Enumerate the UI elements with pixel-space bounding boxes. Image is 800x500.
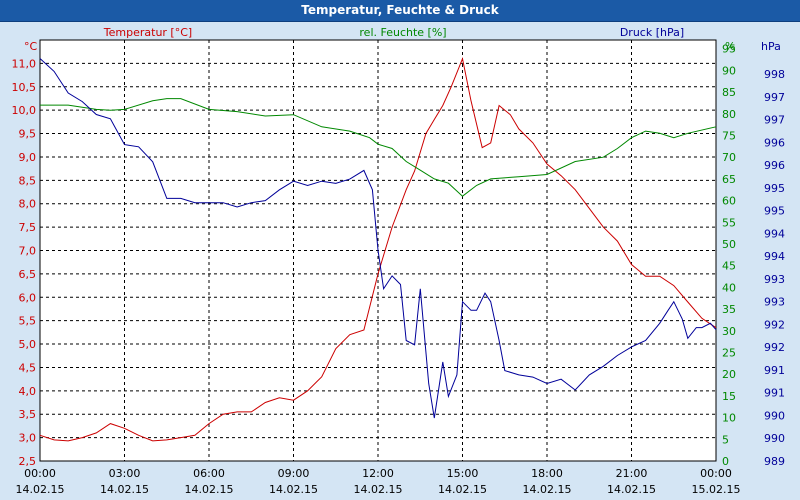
pressure-tick-label: 996 xyxy=(764,136,785,149)
pressure-tick-label: 995 xyxy=(764,182,785,195)
time-tick-label: 06:00 xyxy=(193,467,225,480)
humidity-tick-label: 25 xyxy=(722,346,736,359)
date-tick-label: 14.02.15 xyxy=(185,483,234,496)
date-tick-label: 15.02.15 xyxy=(692,483,741,496)
time-tick-label: 00:00 xyxy=(700,467,732,480)
time-tick-label: 09:00 xyxy=(278,467,310,480)
time-tick-label: 15:00 xyxy=(447,467,479,480)
time-tick-label: 03:00 xyxy=(109,467,141,480)
humidity-tick-label: 50 xyxy=(722,238,736,251)
pressure-series-label: Druck [hPa] xyxy=(620,26,684,39)
pressure-tick-label: 997 xyxy=(764,91,785,104)
temperature-tick-label: 5,5 xyxy=(19,315,37,328)
humidity-tick-label: 5 xyxy=(722,433,729,446)
temperature-tick-label: 10,5 xyxy=(12,81,37,94)
date-tick-label: 14.02.15 xyxy=(100,483,149,496)
date-tick-label: 14.02.15 xyxy=(523,483,572,496)
grid-lines xyxy=(40,40,716,461)
temperature-tick-label: 4,5 xyxy=(19,361,37,374)
humidity-tick-label: 95 xyxy=(722,43,736,56)
pressure-tick-label: 993 xyxy=(764,273,785,286)
humidity-unit-label: % xyxy=(725,40,735,53)
temperature-tick-label: 6,0 xyxy=(19,291,37,304)
humidity-tick-label: 55 xyxy=(722,216,736,229)
humidity-tick-label: 90 xyxy=(722,64,736,77)
pressure-tick-label: 992 xyxy=(764,341,785,354)
temperature-tick-label: 9,5 xyxy=(19,128,37,141)
temperature-tick-label: 11,0 xyxy=(12,57,37,70)
humidity-tick-label: 20 xyxy=(722,368,736,381)
date-tick-label: 14.02.15 xyxy=(269,483,318,496)
temperature-tick-label: 7,5 xyxy=(19,221,37,234)
chart-canvas: 11,0 10,5 10,0 9,5 9,0 8,5 8,0 7,5 7,0 6,5 6,0 5,5 5… xyxy=(12,26,786,496)
humidity-tick-label: 0 xyxy=(722,455,729,468)
time-tick-label: 18:00 xyxy=(531,467,563,480)
humidity-tick-label: 30 xyxy=(722,325,736,338)
humidity-tick-label: 10 xyxy=(722,412,736,425)
humidity-tick-label: 70 xyxy=(722,151,736,164)
humidity-tick-label: 40 xyxy=(722,281,736,294)
pressure-tick-label: 993 xyxy=(764,296,785,309)
humidity-tick-label: 35 xyxy=(722,303,736,316)
time-axis: 00:00 14.02.15 03:00 14.02.15 06:00 14.02.15 0… xyxy=(16,467,741,496)
pressure-tick-label: 994 xyxy=(764,250,785,263)
temperature-tick-label: 5,0 xyxy=(19,338,37,351)
temperature-tick-label: 9,0 xyxy=(19,151,37,164)
pressure-tick-label: 996 xyxy=(764,159,785,172)
pressure-axis: 998 997 997 996 996 995 995 994 994 993 993 992 992 9… xyxy=(764,68,785,468)
temperature-tick-label: 3,0 xyxy=(19,432,37,445)
pressure-tick-label: 997 xyxy=(764,114,785,127)
temperature-tick-label: 2,5 xyxy=(19,455,37,468)
date-tick-label: 14.02.15 xyxy=(354,483,403,496)
title-bar: Temperatur, Feuchte & Druck xyxy=(0,0,800,22)
time-tick-label: 21:00 xyxy=(616,467,648,480)
pressure-tick-label: 991 xyxy=(764,387,785,400)
pressure-tick-label: 990 xyxy=(764,432,785,445)
temperature-tick-label: 8,0 xyxy=(19,198,37,211)
date-tick-label: 14.02.15 xyxy=(438,483,487,496)
humidity-series-label: rel. Feuchte [%] xyxy=(359,26,446,39)
pressure-tick-label: 990 xyxy=(764,409,785,422)
time-tick-label: 12:00 xyxy=(362,467,394,480)
humidity-tick-label: 60 xyxy=(722,195,736,208)
date-tick-label: 14.02.15 xyxy=(607,483,656,496)
temperature-series-label: Temperatur [°C] xyxy=(103,26,192,39)
humidity-tick-label: 15 xyxy=(722,390,736,403)
humidity-line xyxy=(40,98,717,197)
temperature-tick-label: 3,5 xyxy=(19,408,37,421)
series-layer xyxy=(39,56,717,442)
temperature-line xyxy=(39,56,717,442)
chart-title: Temperatur, Feuchte & Druck xyxy=(301,3,499,17)
pressure-line xyxy=(39,58,717,419)
time-tick-label: 00:00 xyxy=(24,467,56,480)
temperature-unit-label: °C xyxy=(24,40,38,53)
pressure-unit-label: hPa xyxy=(761,40,781,53)
pressure-tick-label: 998 xyxy=(764,68,785,81)
humidity-tick-label: 65 xyxy=(722,173,736,186)
temperature-tick-label: 6,5 xyxy=(19,268,37,281)
temperature-tick-label: 4,0 xyxy=(19,385,37,398)
humidity-tick-label: 75 xyxy=(722,129,736,142)
axis-headers: °C% hPa Temperatur [°C] rel. Feuchte [%] Dru… xyxy=(24,26,781,53)
humidity-tick-label: 45 xyxy=(722,260,736,273)
pressure-tick-label: 989 xyxy=(764,455,785,468)
temperature-axis: 11,0 10,5 10,0 9,5 9,0 8,5 8,0 7,5 7,0 6,5 6,0 5,5 5… xyxy=(12,57,37,468)
pressure-tick-label: 994 xyxy=(764,227,785,240)
pressure-tick-label: 991 xyxy=(764,364,785,377)
pressure-tick-label: 992 xyxy=(764,318,785,331)
temperature-tick-label: 7,0 xyxy=(19,245,37,258)
humidity-tick-label: 80 xyxy=(722,108,736,121)
date-tick-label: 14.02.15 xyxy=(16,483,65,496)
temperature-tick-label: 8,5 xyxy=(19,174,37,187)
temperature-tick-label: 10,0 xyxy=(12,104,37,117)
pressure-tick-label: 995 xyxy=(764,205,785,218)
humidity-tick-label: 85 xyxy=(722,86,736,99)
